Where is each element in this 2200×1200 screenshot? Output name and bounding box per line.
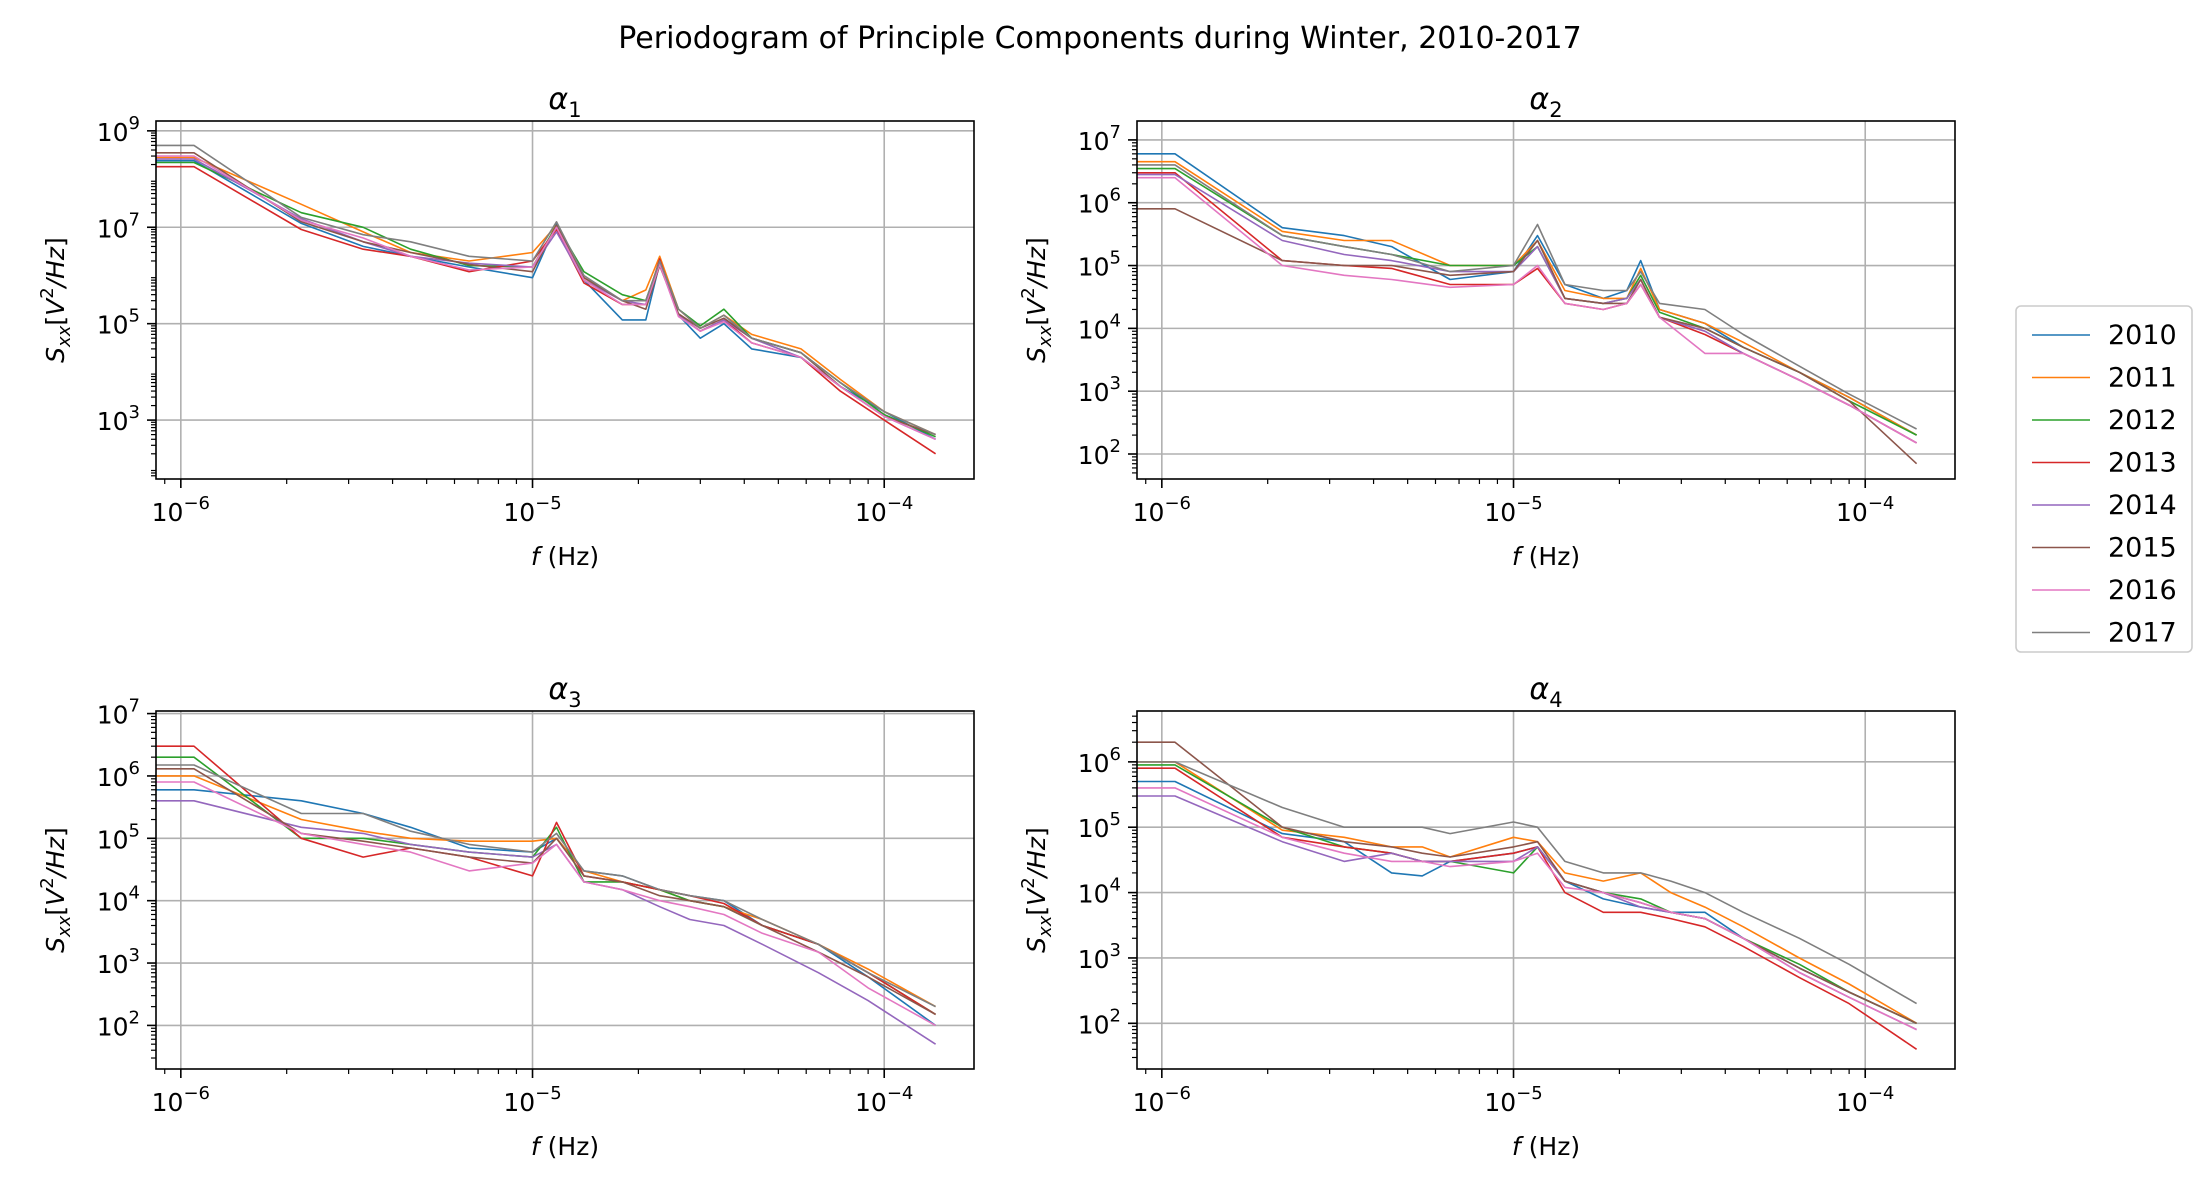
- legend-label: 2010: [2108, 320, 2177, 351]
- y-tick-label: 104: [1078, 310, 1121, 344]
- legend-entry-2010: 2010: [2032, 320, 2177, 351]
- series-line-2015: [156, 767, 936, 1016]
- y-tick-label: 103: [97, 945, 140, 979]
- series-line-2016: [156, 155, 936, 441]
- subplot-title: α3: [548, 672, 581, 712]
- y-tick-label: 107: [1078, 122, 1121, 156]
- series-line-2017: [156, 764, 936, 1008]
- y-tick-label: 104: [1078, 875, 1121, 909]
- x-axis-label: f (Hz): [531, 542, 599, 571]
- plot-area: [1137, 121, 1955, 479]
- x-tick-label: 10−4: [855, 1083, 913, 1117]
- subplot-4: 10−6 10−5 10−4 102 103 104 105 106 α4 f (Hz) Sxx[V…: [1018, 672, 1956, 1161]
- axes-frame: [1136, 710, 1956, 1070]
- series-line-2016: [156, 781, 936, 1027]
- series-group: [156, 144, 937, 455]
- subplot-2: 10−6 10−5 10−4 102 103 104 105 106 107 α2 f (Hz) Sx…: [1018, 82, 1956, 571]
- series-line-2016: [1137, 787, 1917, 1031]
- subplot-title: α1: [548, 82, 581, 122]
- axes-frame: [1136, 120, 1956, 480]
- y-tick-label: 105: [1078, 809, 1121, 843]
- y-tick-label: 106: [1078, 185, 1121, 219]
- plot-area: [156, 711, 974, 1069]
- y-axis-label: Sxx[V2/Hz]: [37, 827, 75, 953]
- y-tick-label: 106: [1078, 744, 1121, 778]
- x-tick-label: 10−6: [152, 493, 210, 527]
- legend-label: 2011: [2108, 363, 2177, 394]
- series-line-2015: [1137, 208, 1918, 465]
- x-tick-label: 10−5: [503, 1083, 561, 1117]
- legend-label: 2014: [2108, 490, 2177, 521]
- y-tick-label: 102: [1078, 436, 1121, 470]
- series-group: [156, 745, 937, 1045]
- legend-label: 2012: [2108, 405, 2177, 436]
- y-tick-label: 107: [97, 209, 140, 243]
- series-line-2017: [1137, 164, 1917, 430]
- series-line-2017: [156, 144, 936, 436]
- x-axis-label: f (Hz): [1512, 1132, 1580, 1161]
- figure-title: Periodogram of Principle Components duri…: [618, 21, 1581, 56]
- x-tick-label: 10−5: [503, 493, 561, 527]
- legend-entry-2014: 2014: [2032, 490, 2177, 521]
- series-group: [1137, 741, 1918, 1050]
- axes-frame: [155, 710, 975, 1070]
- legend-label: 2015: [2108, 533, 2177, 564]
- y-tick-label: 107: [97, 696, 140, 730]
- y-tick-label: 105: [1078, 248, 1121, 282]
- legend-entry-2017: 2017: [2032, 618, 2177, 649]
- y-tick-label: 105: [97, 306, 140, 340]
- legend-box: [2015, 305, 2193, 653]
- y-axis-label: Sxx[V2/Hz]: [1018, 827, 1056, 953]
- series-line-2010: [156, 159, 936, 441]
- x-tick-label: 10−4: [1836, 493, 1894, 527]
- legend-entry-2013: 2013: [2032, 448, 2177, 479]
- x-tick-label: 10−5: [1484, 493, 1542, 527]
- y-tick-label: 104: [97, 883, 140, 917]
- y-tick-label: 103: [97, 402, 140, 436]
- legend-entry-2016: 2016: [2032, 575, 2177, 606]
- subplot-title: α4: [1529, 672, 1562, 712]
- y-tick-label: 109: [97, 113, 140, 147]
- y-tick-label: 103: [1078, 373, 1121, 407]
- axes-frame: [155, 120, 975, 480]
- x-tick-label: 10−5: [1484, 1083, 1542, 1117]
- legend-entry-2015: 2015: [2032, 533, 2177, 564]
- subplot-title: α2: [1529, 82, 1562, 122]
- legend-entry-2012: 2012: [2032, 405, 2177, 436]
- y-tick-label: 105: [97, 820, 140, 854]
- y-axis-label: Sxx[V2/Hz]: [1018, 237, 1056, 363]
- series-line-2017: [1137, 761, 1918, 1005]
- y-tick-label: 106: [97, 758, 140, 792]
- x-axis-label: f (Hz): [1512, 542, 1580, 571]
- legend: 2010 2011 2012 2013 2014 2015 2016 2017: [2015, 305, 2193, 653]
- series-line-2016: [1137, 176, 1917, 444]
- subplot-1: 10−6 10−5 10−4 103 105 107 109 α1 f (Hz) Sxx[V2/H…: [37, 82, 975, 571]
- legend-label: 2016: [2108, 575, 2177, 606]
- y-tick-label: 103: [1078, 940, 1121, 974]
- series-line-2011: [1137, 761, 1918, 1024]
- y-tick-label: 102: [97, 1007, 140, 1041]
- y-axis-label: Sxx[V2/Hz]: [37, 237, 75, 363]
- x-tick-label: 10−4: [855, 493, 913, 527]
- x-tick-label: 10−4: [1836, 1083, 1894, 1117]
- legend-entry-2011: 2011: [2032, 363, 2177, 394]
- legend-label: 2013: [2108, 448, 2177, 479]
- y-tick-label: 102: [1078, 1005, 1121, 1039]
- subplot-3: 10−6 10−5 10−4 102 103 104 105 106 107 α3 f (Hz) Sx…: [37, 672, 975, 1161]
- x-tick-label: 10−6: [1133, 1083, 1191, 1117]
- plot-area: [1137, 711, 1955, 1069]
- x-tick-label: 10−6: [152, 1083, 210, 1117]
- x-axis-label: f (Hz): [531, 1132, 599, 1161]
- plot-area: [156, 121, 974, 479]
- x-tick-label: 10−6: [1133, 493, 1191, 527]
- series-line-2011: [1137, 160, 1917, 436]
- subplot-grid: 10−6 10−5 10−4 103 105 107 109 α1 f (Hz) Sxx[V2/H…: [37, 82, 1956, 1161]
- series-group: [1137, 153, 1918, 465]
- legend-label: 2017: [2108, 618, 2177, 649]
